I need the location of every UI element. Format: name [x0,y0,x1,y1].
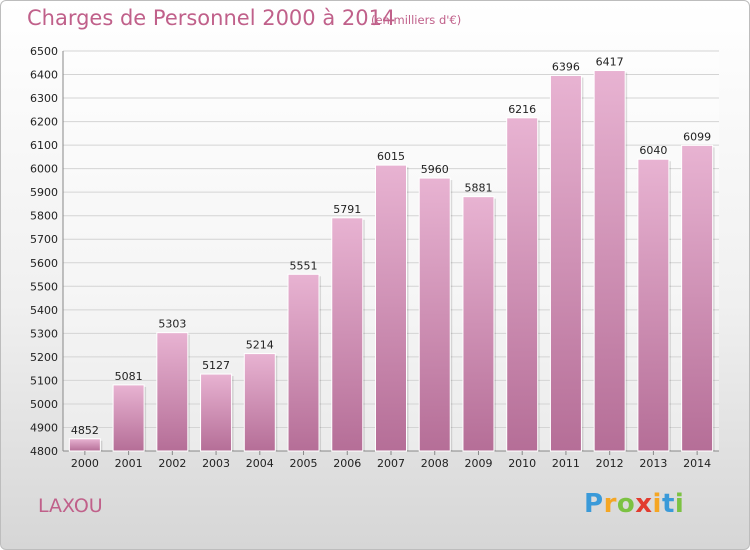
y-tick-label: 5700 [30,233,58,246]
x-tick-label: 2004 [246,457,274,470]
y-tick-label: 5400 [30,304,58,317]
data-label: 6417 [596,56,624,69]
y-tick-label: 5500 [30,280,58,293]
proxiti-logo: Proxiti [584,489,684,519]
data-label: 5791 [333,203,361,216]
x-tick-label: 2003 [202,457,230,470]
y-tick-label: 6100 [30,139,58,152]
bar [506,117,539,452]
x-tick-label: 2011 [552,457,580,470]
y-tick-label: 6300 [30,92,58,105]
logo-letter: P [584,489,604,519]
bar [68,438,101,452]
chart-title: Charges de Personnel 2000 à 2014 [27,6,396,30]
bar [637,158,670,452]
y-tick-label: 5900 [30,186,58,199]
data-label: 6216 [508,103,536,116]
y-tick-label: 5800 [30,210,58,223]
logo-letter: r [603,489,617,519]
data-label: 5960 [421,163,449,176]
data-label: 6396 [552,60,580,73]
bar [375,164,407,452]
bar [200,373,233,452]
bar [549,74,582,452]
data-label: 6040 [639,144,667,157]
x-tick-label: 2010 [508,457,536,470]
bar [462,196,495,452]
bar [287,273,320,452]
data-label: 4852 [71,424,99,437]
x-tick-label: 2000 [71,457,99,470]
x-tick-label: 2007 [377,457,405,470]
x-tick-label: 2012 [596,457,624,470]
y-tick-label: 5100 [30,374,58,387]
town-name: LAXOU [38,495,103,517]
y-tick-label: 5600 [30,257,58,270]
data-label: 6099 [683,130,711,143]
x-tick-label: 2006 [333,457,361,470]
x-tick-label: 2002 [158,457,186,470]
x-tick-label: 2001 [115,457,143,470]
y-tick-label: 5200 [30,351,58,364]
data-label: 5303 [158,318,186,331]
data-label: 5127 [202,359,230,372]
data-label: 5214 [246,339,274,352]
x-tick-label: 2005 [290,457,318,470]
data-label: 6015 [377,150,405,163]
bar [243,353,276,452]
logo-letter: x [635,489,653,519]
y-tick-label: 5000 [30,398,58,411]
data-label: 5551 [290,259,318,272]
bar [156,332,189,452]
logo-letter: i [674,489,685,519]
chart-subtitle: (en milliers d'€) [371,13,462,27]
bar [418,177,451,452]
logo-letter: i [652,489,662,519]
y-tick-label: 6000 [30,163,58,176]
logo-letter: o [616,489,636,519]
y-tick-label: 6500 [30,45,58,58]
x-tick-label: 2008 [421,457,449,470]
bar [112,384,145,452]
bar [681,144,714,452]
y-tick-label: 6200 [30,116,58,129]
y-tick-label: 4900 [30,421,58,434]
logo-letter: t [661,489,675,519]
x-tick-label: 2014 [683,457,711,470]
y-tick-label: 4800 [30,445,58,458]
x-tick-label: 2009 [464,457,492,470]
bar [593,70,626,452]
data-label: 5881 [464,182,492,195]
x-tick-label: 2013 [639,457,667,470]
y-tick-label: 5300 [30,327,58,340]
data-label: 5081 [115,370,143,383]
bar [331,217,364,452]
y-tick-label: 6400 [30,69,58,82]
